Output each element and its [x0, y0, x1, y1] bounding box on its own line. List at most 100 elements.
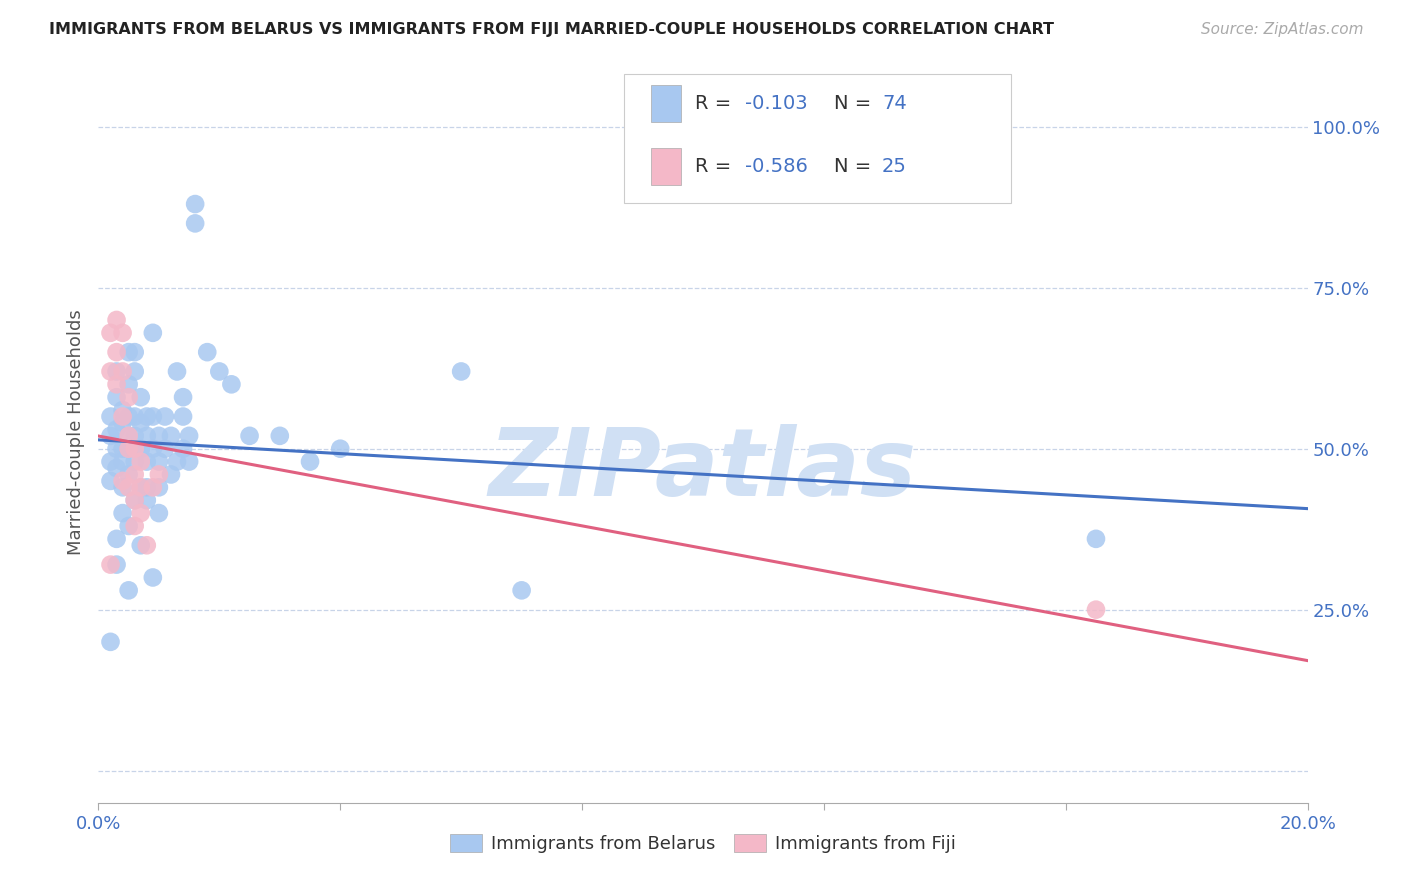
Point [135, 493, 157, 508]
Point [135, 538, 157, 552]
Point [111, 403, 134, 417]
Point [142, 409, 165, 424]
Point [510, 583, 533, 598]
Point [105, 558, 128, 572]
Point [450, 364, 472, 378]
Text: 74: 74 [882, 94, 907, 112]
Point [184, 216, 207, 230]
Point [148, 506, 170, 520]
Text: -0.103: -0.103 [745, 94, 808, 112]
Point [172, 390, 194, 404]
Point [148, 429, 170, 443]
Point [129, 390, 152, 404]
Point [111, 326, 134, 340]
Point [111, 480, 134, 494]
Point [148, 467, 170, 482]
Point [124, 364, 146, 378]
Point [105, 313, 128, 327]
Point [111, 364, 134, 378]
Point [142, 570, 165, 584]
Point [100, 409, 122, 424]
Point [111, 442, 134, 456]
Point [179, 429, 201, 443]
Text: R =: R = [695, 94, 737, 112]
Point [329, 442, 352, 456]
Point [142, 442, 165, 456]
Point [166, 454, 188, 468]
Point [124, 519, 146, 533]
Point [124, 454, 146, 468]
Point [111, 506, 134, 520]
Point [129, 442, 152, 456]
Point [105, 345, 128, 359]
Point [118, 429, 141, 443]
Text: Source: ZipAtlas.com: Source: ZipAtlas.com [1201, 22, 1364, 37]
Text: IMMIGRANTS FROM BELARUS VS IMMIGRANTS FROM FIJI MARRIED-COUPLE HOUSEHOLDS CORREL: IMMIGRANTS FROM BELARUS VS IMMIGRANTS FR… [49, 22, 1054, 37]
Text: N =: N = [834, 94, 877, 112]
Point [105, 532, 128, 546]
Point [118, 409, 141, 424]
Point [129, 506, 152, 520]
Point [153, 409, 176, 424]
Point [172, 409, 194, 424]
Point [129, 454, 152, 468]
Point [118, 345, 141, 359]
Text: R =: R = [695, 157, 737, 176]
Point [111, 409, 134, 424]
Point [135, 454, 157, 468]
Text: N =: N = [834, 157, 877, 176]
Point [118, 390, 141, 404]
FancyBboxPatch shape [624, 73, 1011, 203]
Point [221, 377, 243, 392]
Point [100, 326, 122, 340]
Point [105, 390, 128, 404]
Point [135, 429, 157, 443]
Point [111, 454, 134, 468]
FancyBboxPatch shape [651, 147, 682, 185]
Point [118, 480, 141, 494]
Point [160, 429, 183, 443]
Point [148, 480, 170, 494]
Point [172, 442, 194, 456]
Legend: Immigrants from Belarus, Immigrants from Fiji: Immigrants from Belarus, Immigrants from… [443, 827, 963, 861]
Point [239, 429, 262, 443]
Point [118, 442, 141, 456]
Point [118, 583, 141, 598]
Point [142, 326, 165, 340]
Point [129, 480, 152, 494]
Point [118, 429, 141, 443]
Point [100, 635, 122, 649]
FancyBboxPatch shape [651, 85, 682, 121]
Point [148, 454, 170, 468]
Point [1085, 532, 1108, 546]
Point [100, 454, 122, 468]
Point [111, 474, 134, 488]
Point [105, 442, 128, 456]
Point [129, 416, 152, 430]
Point [299, 454, 322, 468]
Point [105, 377, 128, 392]
Point [1085, 602, 1108, 616]
Point [118, 377, 141, 392]
Point [135, 409, 157, 424]
Point [129, 442, 152, 456]
Point [100, 429, 122, 443]
Point [105, 461, 128, 475]
Point [124, 409, 146, 424]
Y-axis label: Married-couple Households: Married-couple Households [66, 310, 84, 556]
Point [105, 422, 128, 436]
Text: -0.586: -0.586 [745, 157, 808, 176]
Point [166, 364, 188, 378]
Point [208, 364, 231, 378]
Point [100, 558, 122, 572]
Point [118, 442, 141, 456]
Point [129, 480, 152, 494]
Point [100, 364, 122, 378]
Point [124, 493, 146, 508]
Point [124, 493, 146, 508]
Point [105, 364, 128, 378]
Point [160, 467, 183, 482]
Point [100, 474, 122, 488]
Point [135, 480, 157, 494]
Text: 25: 25 [882, 157, 907, 176]
